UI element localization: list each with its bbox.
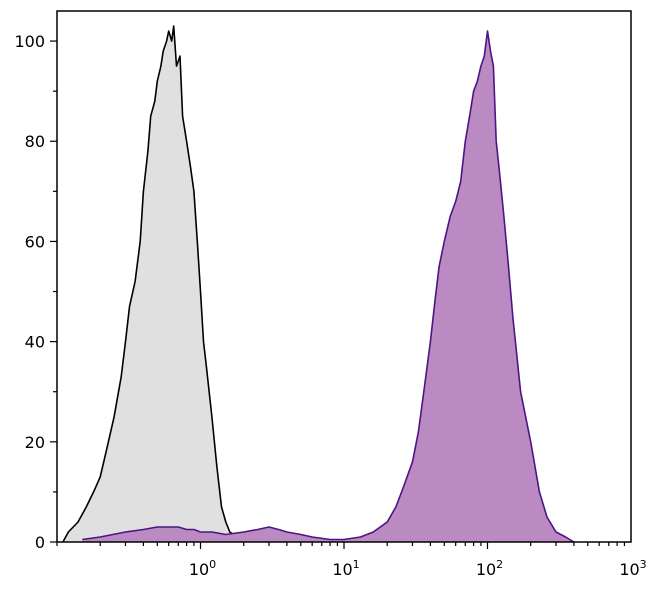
series-layer xyxy=(62,25,575,543)
x-tick-label: 101 xyxy=(332,558,359,579)
series-1-area xyxy=(62,26,244,542)
y-axis: 0 20 40 60 80 100 xyxy=(14,32,57,552)
x-tick-label: 103 xyxy=(619,558,646,579)
series-2-area xyxy=(82,31,574,542)
y-tick-label: 60 xyxy=(25,232,45,251)
y-tick-label: 40 xyxy=(25,333,45,352)
y-tick-label: 80 xyxy=(25,132,45,151)
y-tick-label: 20 xyxy=(25,433,45,452)
x-tick-label: 100 xyxy=(189,558,216,579)
x-tick-label: 102 xyxy=(476,558,503,579)
series-2-line xyxy=(82,30,575,543)
y-tick-label: 0 xyxy=(35,533,45,552)
x-axis: 100 101 102 103 xyxy=(56,542,647,579)
series-1-line xyxy=(62,25,245,543)
y-tick-label: 100 xyxy=(14,32,45,51)
